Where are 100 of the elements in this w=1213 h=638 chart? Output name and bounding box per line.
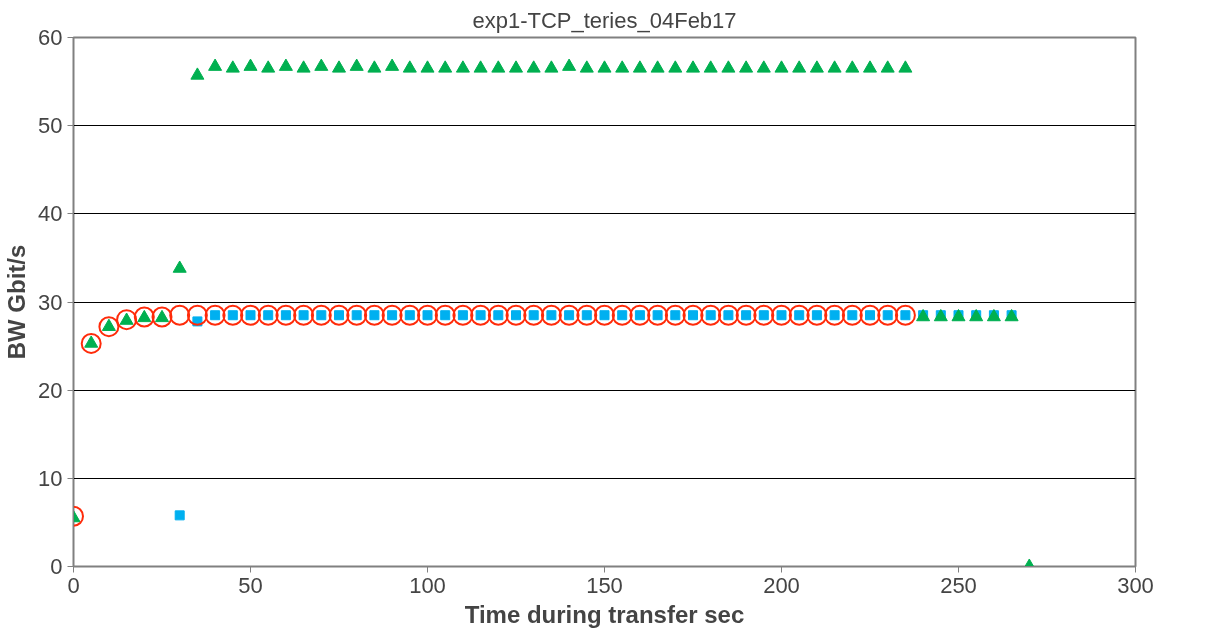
- point: [452, 304, 474, 326]
- point: [845, 60, 860, 73]
- point: [717, 304, 739, 326]
- x-axis-title: Time during transfer sec: [464, 600, 745, 628]
- point: [739, 60, 754, 73]
- point: [417, 304, 438, 326]
- point: [824, 304, 846, 326]
- y-tick-label: 30: [38, 289, 63, 315]
- point: [261, 60, 276, 73]
- point: [346, 304, 368, 326]
- point: [491, 60, 506, 73]
- point: [579, 60, 594, 73]
- x-tick-label: 150: [586, 572, 623, 598]
- y-tick-label: 10: [38, 465, 63, 491]
- point: [240, 304, 261, 326]
- point: [314, 58, 329, 71]
- point: [225, 60, 240, 73]
- y-tick-label: 40: [38, 201, 63, 227]
- point: [700, 304, 722, 326]
- chart-title: exp1-TCP_teries_04Feb17: [472, 7, 737, 33]
- x-tick-label: 200: [763, 572, 800, 598]
- point: [841, 304, 863, 326]
- point: [293, 304, 315, 326]
- point: [540, 304, 562, 326]
- point: [116, 309, 138, 331]
- point: [650, 60, 665, 73]
- point: [505, 304, 527, 326]
- point: [756, 60, 771, 73]
- point: [894, 304, 916, 326]
- point: [402, 60, 417, 73]
- point: [470, 304, 492, 326]
- point: [721, 60, 736, 73]
- point: [703, 60, 718, 73]
- y-tick-label: 20: [38, 377, 63, 403]
- point: [898, 60, 913, 73]
- point: [169, 304, 191, 326]
- point: [222, 304, 244, 326]
- point: [434, 304, 456, 326]
- point: [863, 60, 877, 73]
- point: [668, 60, 683, 73]
- point: [208, 58, 223, 71]
- x-tick-label: 300: [1117, 572, 1154, 598]
- point: [774, 60, 789, 73]
- point: [332, 60, 346, 73]
- y-tick-label: 50: [38, 113, 63, 139]
- point: [328, 304, 350, 326]
- point: [98, 316, 120, 338]
- point: [526, 60, 541, 73]
- y-axis-title: BW Gbit/s: [3, 244, 31, 360]
- x-tick-label: 0: [67, 572, 80, 598]
- point: [629, 304, 651, 326]
- point: [385, 58, 400, 71]
- point: [473, 60, 488, 73]
- point: [186, 304, 208, 326]
- x-tick-label: 50: [238, 572, 263, 598]
- point: [399, 304, 421, 326]
- point: [877, 304, 899, 326]
- point: [809, 60, 824, 73]
- point: [792, 60, 807, 73]
- point: [509, 60, 523, 73]
- point: [80, 332, 102, 354]
- point: [664, 304, 686, 326]
- point: [190, 67, 205, 80]
- point: [278, 58, 293, 71]
- point: [647, 304, 669, 326]
- x-tick-label: 250: [940, 572, 977, 598]
- point: [455, 60, 470, 73]
- point: [576, 304, 598, 326]
- point: [880, 60, 895, 73]
- point: [788, 304, 810, 326]
- point: [523, 304, 545, 326]
- x-tick-label: 100: [409, 572, 446, 598]
- point: [594, 304, 615, 326]
- point: [296, 60, 311, 73]
- point: [827, 60, 842, 73]
- point: [615, 60, 630, 73]
- point: [381, 304, 403, 326]
- point: [686, 60, 700, 73]
- point: [859, 304, 881, 326]
- point: [367, 60, 382, 73]
- point: [133, 306, 155, 328]
- point: [771, 304, 792, 326]
- point: [349, 58, 364, 71]
- y-tick-label: 60: [38, 25, 63, 50]
- point: [310, 304, 332, 326]
- point: [174, 510, 185, 521]
- point: [682, 304, 704, 326]
- point: [735, 304, 757, 326]
- point: [204, 304, 226, 326]
- point: [420, 60, 435, 73]
- point: [363, 304, 385, 326]
- point: [806, 304, 828, 326]
- point: [632, 60, 647, 73]
- point: [172, 260, 187, 273]
- point: [753, 304, 775, 326]
- point: [562, 58, 577, 71]
- point: [611, 304, 633, 326]
- point: [544, 60, 559, 73]
- point: [151, 306, 173, 328]
- y-tick-label: 0: [50, 554, 63, 579]
